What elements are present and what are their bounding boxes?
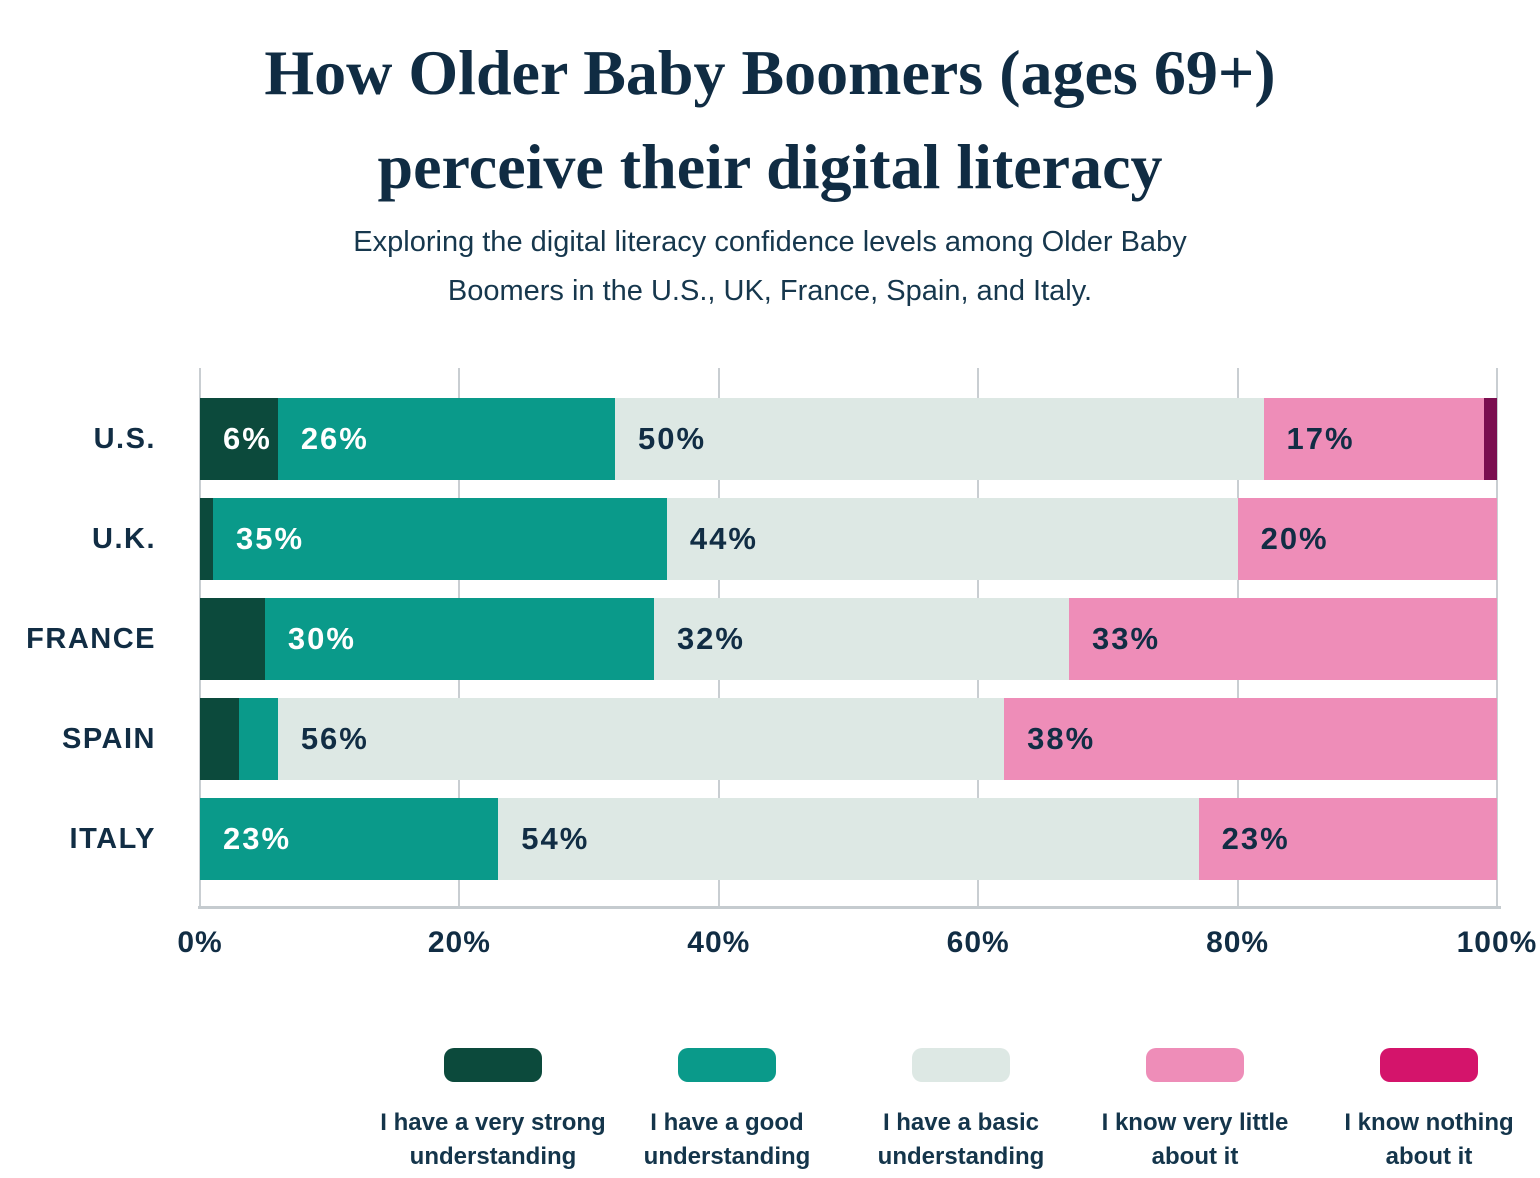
x-tick-label: 20%: [427, 926, 491, 959]
bar-segment: 50%: [615, 398, 1264, 480]
category-label: FRANCE: [26, 622, 156, 655]
bar-segment: 32%: [653, 598, 1069, 680]
legend-item: I have a basic understanding: [844, 1048, 1078, 1174]
bar-segment: 56%: [277, 698, 1005, 780]
legend-item: I know nothing about it: [1312, 1048, 1540, 1174]
bar-segment: 54%: [498, 798, 1199, 880]
legend-item: I have a good understanding: [610, 1048, 844, 1174]
bar-segment-label: 33%: [1091, 621, 1161, 656]
legend-swatch: [912, 1048, 1010, 1082]
bar-segment: [200, 498, 213, 580]
chart-title-line1: How Older Baby Boomers (ages 69+): [264, 37, 1276, 108]
x-axis-line: [198, 906, 1501, 909]
bar-segment: 23%: [1198, 798, 1497, 880]
category-label: ITALY: [69, 822, 156, 855]
bar-segment: 44%: [666, 498, 1238, 580]
bar-segment: 30%: [264, 598, 654, 680]
bar-segment-label: 20%: [1260, 521, 1329, 556]
x-tick-label: 0%: [177, 926, 223, 959]
bar-segment: [200, 598, 265, 680]
bar-segment: 23%: [200, 798, 499, 880]
bar-segment-label: 35%: [235, 521, 305, 556]
bar-row: 35% 44% 20%: [200, 498, 1497, 580]
legend-swatch: [1380, 1048, 1478, 1082]
bar-segment: 33%: [1068, 598, 1497, 680]
bar-segment-label: 6%: [223, 421, 272, 456]
bar-segment-label: 44%: [689, 521, 758, 556]
x-tick-label: 80%: [1206, 926, 1270, 959]
bar-segment-label: 23%: [223, 821, 292, 856]
bar-row: 23% 54% 23%: [200, 798, 1497, 880]
bar-segment-label: 32%: [676, 621, 745, 656]
bar-segment: 6%: [200, 398, 278, 480]
bar-segment: [200, 698, 239, 780]
bar-segment-label: 23%: [1221, 821, 1290, 856]
x-tick-label: 100%: [1456, 926, 1538, 959]
legend-label: I have a basic understanding: [877, 1109, 1045, 1170]
bar-segment-label: 54%: [521, 821, 590, 856]
bar-segment-label: 17%: [1286, 421, 1355, 456]
bar-segment-label: 26%: [300, 421, 369, 456]
x-axis: 0% 20% 40% 60% 80% 100%: [177, 926, 1536, 976]
chart-subtitle: Exploring the digital literacy confidenc…: [0, 218, 1540, 316]
legend-swatch: [1146, 1048, 1244, 1082]
chart-title-line2: perceive their digital literacy: [377, 131, 1163, 202]
legend-label: I know very little about it: [1101, 1109, 1289, 1170]
legend-item: I know very little about it: [1078, 1048, 1312, 1174]
bar-segment: 20%: [1237, 498, 1497, 580]
bar-row: 56% 38%: [200, 698, 1497, 780]
chart-title: How Older Baby Boomers (ages 69+) percei…: [0, 26, 1540, 214]
category-label: U.K.: [92, 522, 156, 555]
chart-subtitle-line2: Boomers in the U.S., UK, France, Spain, …: [447, 275, 1093, 307]
gridline: [1496, 368, 1498, 907]
bar-segment: 38%: [1004, 698, 1497, 780]
x-tick-label: 40%: [687, 926, 751, 959]
bar-segment: 26%: [277, 398, 616, 480]
bar-segment: [238, 698, 278, 780]
bar-segment-label: 30%: [287, 621, 356, 656]
legend-swatch: [444, 1048, 542, 1082]
legend-label: I have a good understanding: [643, 1109, 811, 1170]
bar-segment-label: 38%: [1027, 721, 1096, 756]
bar-segment-label: 50%: [638, 421, 707, 456]
plot-area: 6% 26% 50% 17% 35% 44% 20% 30% 32% 33% 56% 38% 23% 54…: [198, 368, 1501, 909]
bar-row: 30% 32% 33%: [200, 598, 1497, 680]
x-tick-label: 60%: [946, 926, 1010, 959]
bar-segment-label: 56%: [300, 721, 369, 756]
legend-label: I have a very strong understanding: [380, 1109, 606, 1170]
legend-item: I have a very strong understanding: [376, 1048, 610, 1174]
chart-subtitle-line1: Exploring the digital literacy confidenc…: [353, 226, 1187, 258]
category-label: SPAIN: [62, 722, 156, 755]
bar-segment: 17%: [1263, 398, 1485, 480]
bar-segment: [1484, 398, 1497, 480]
legend-swatch: [678, 1048, 776, 1082]
bar-segment: 35%: [212, 498, 667, 580]
bar-row: 6% 26% 50% 17%: [200, 398, 1497, 480]
category-axis: U.S. U.K. FRANCE SPAIN ITALY: [0, 368, 156, 907]
legend: I have a very strong understanding I have …: [376, 1048, 1540, 1174]
category-label: U.S.: [93, 422, 156, 455]
legend-label: I know nothing about it: [1344, 1109, 1514, 1170]
